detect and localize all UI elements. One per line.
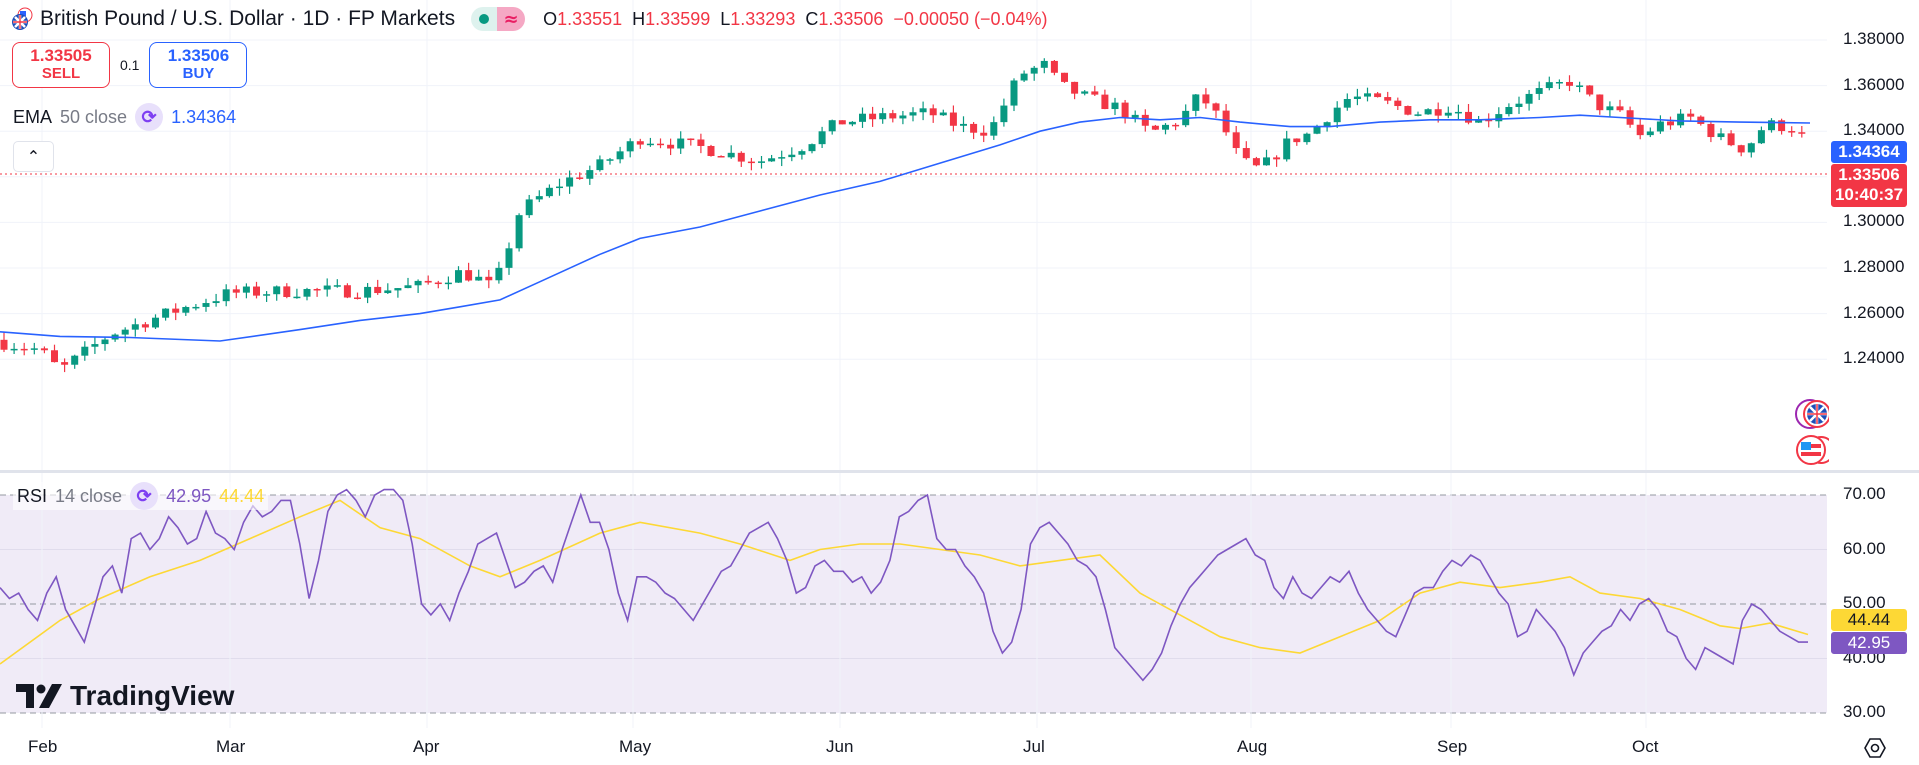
rsi-ma-value: 44.44 [219,485,265,506]
buy-label: BUY [182,65,215,82]
tradingview-logo-text: TradingView [70,680,235,711]
tradingview-logo-icon [16,684,62,708]
chart-settings-icon[interactable] [1864,737,1886,759]
trade-panel: 1.33505 SELL 0.1 1.33506 BUY [12,42,248,88]
buy-button[interactable]: 1.33506 BUY [149,42,248,88]
high-value: 1.33599 [645,8,711,29]
time-tick-label: Jun [826,737,854,756]
bar-countdown: 10:40:37 [1834,185,1904,204]
market-open-dot-icon [471,7,498,31]
rsi-line [0,488,1808,682]
rsi-tick-label: 50.00 [1843,593,1886,612]
price-gridlines [0,39,1827,360]
price-tick-label: 1.28000 [1843,257,1905,276]
ema-params: 50 close [60,106,128,127]
rsi-name: RSI [17,485,48,506]
ema-50-line [0,114,1811,342]
rsi-ma-badge: 44.44 [1831,609,1907,631]
collapse-legend-button[interactable]: ⌃ [13,141,54,172]
close-value: 1.33506 [818,8,884,29]
price-tick-label: 1.36000 [1843,74,1905,94]
ohlc-values: O1.33551 H1.33599 L1.33293 C1.33506 −0.0… [543,9,1047,30]
price-tick-label: 1.26000 [1843,302,1905,322]
pane-separator[interactable] [0,470,1919,473]
rsi-badge: 42.95 [1831,632,1907,654]
refresh-icon[interactable]: ⟳ [135,103,164,131]
sell-price: 1.33505 [30,46,92,65]
time-tick-label: Aug [1237,737,1268,756]
time-tick-label: May [619,737,652,756]
refresh-icon[interactable]: ⟳ [130,482,159,510]
gbp-usd-flag-icon[interactable] [10,7,34,31]
rsi-tick-label: 70.00 [1843,484,1886,503]
time-tick-label: Feb [28,737,58,756]
usd-event-icon[interactable] [1793,433,1835,467]
rsi-gridlines [0,494,1827,714]
last-price-value: 1.33506 [1838,165,1900,184]
gbp-event-icon[interactable] [1793,397,1831,431]
rsi-legend[interactable]: RSI 14 close ⟳ 42.95 44.44 [13,482,269,510]
rsi-value: 42.95 [166,485,212,506]
open-value: 1.33551 [557,8,623,29]
candlesticks [0,58,1806,373]
market-status[interactable]: ≈ [471,7,526,31]
ema-name: EMA [13,106,53,127]
price-tick-label: 1.38000 [1843,29,1905,48]
price-tick-label: 1.34000 [1843,120,1905,140]
rsi-tick-label: 30.00 [1843,702,1886,721]
time-tick-label: Oct [1632,737,1659,756]
rsi-params: 14 close [55,485,123,506]
symbol-header: British Pound / U.S. Dollar · 1D · FP Ma… [10,5,1048,33]
tradingview-logo[interactable]: TradingView [16,680,234,712]
delayed-data-icon: ≈ [497,7,526,31]
symbol-title[interactable]: British Pound / U.S. Dollar · 1D · FP Ma… [40,7,456,30]
price-tick-label: 1.24000 [1843,348,1905,368]
time-tick-label: Mar [216,737,246,756]
low-value: 1.33293 [730,8,796,29]
rsi-ma-line [0,499,1809,665]
close-label: C [805,8,819,29]
ema-legend[interactable]: EMA 50 close ⟳ 1.34364 [13,103,236,131]
ema-value: 1.34364 [171,106,237,127]
time-tick-label: Jul [1023,737,1045,756]
buy-price: 1.33506 [167,46,230,65]
sell-button[interactable]: 1.33505 SELL [12,42,110,88]
time-tick-label: Sep [1437,737,1468,756]
spread-value: 0.1 [120,57,140,73]
open-label: O [543,8,558,29]
rsi-tick-label: 60.00 [1843,538,1886,558]
time-tick-label: Apr [413,737,440,756]
ema-price-badge: 1.34364 [1831,141,1907,163]
low-label: L [720,8,731,29]
sell-label: SELL [41,65,81,82]
high-label: H [632,8,646,29]
change-value: −0.00050 (−0.04%) [893,8,1048,29]
price-tick-label: 1.30000 [1843,211,1905,231]
chevron-up-icon: ⌃ [26,147,41,166]
last-price-badge: 1.33506 10:40:37 [1831,164,1907,207]
